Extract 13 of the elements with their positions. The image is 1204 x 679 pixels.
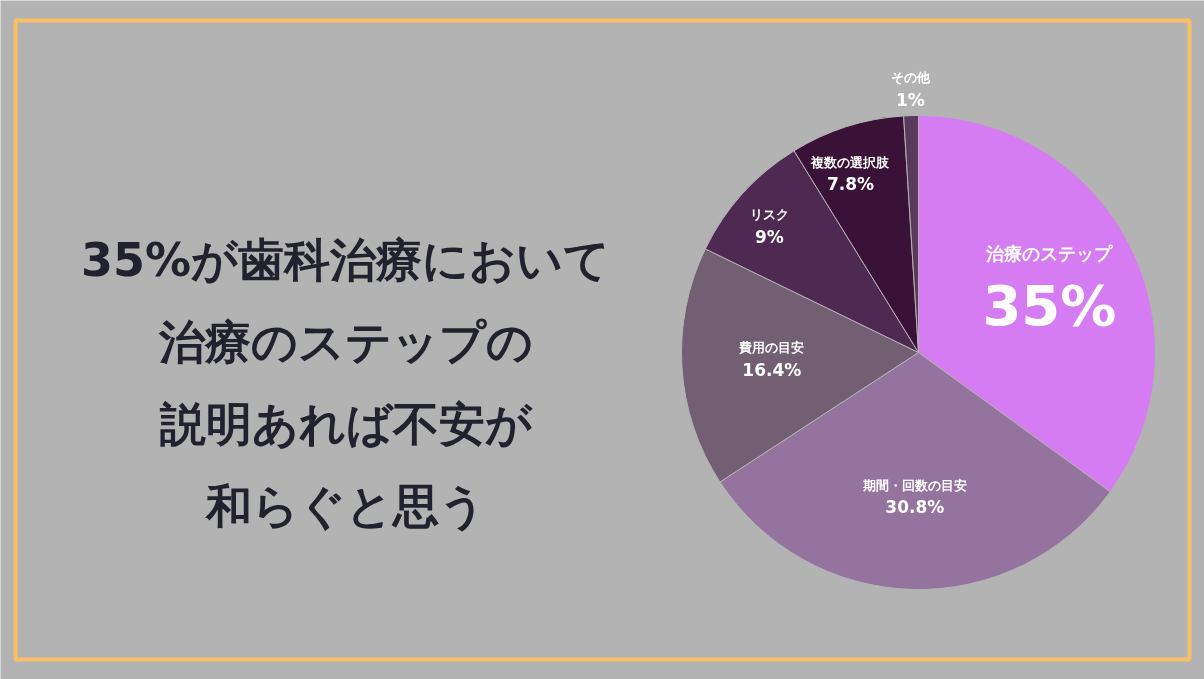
data-label: 9% [754, 226, 784, 247]
data-label: 30.8% [885, 497, 945, 518]
slice-label: その他 [890, 70, 931, 86]
data-label: 1% [895, 89, 925, 110]
data-label: 16.4% [742, 359, 802, 380]
data-label: 35% [982, 273, 1117, 339]
slice-label: 期間・回数の目安 [861, 477, 967, 493]
data-label: 7.8% [826, 174, 875, 195]
slice-label: 治療のステップ [985, 243, 1114, 265]
slice-label: 複数の選択肢 [810, 154, 891, 170]
slice-label: リスク [749, 207, 789, 223]
slice-label: 費用の目安 [738, 340, 805, 356]
text: 35%が歯科治療において治療のステップの説明あれば不安が和らぐと思う [80, 232, 611, 533]
